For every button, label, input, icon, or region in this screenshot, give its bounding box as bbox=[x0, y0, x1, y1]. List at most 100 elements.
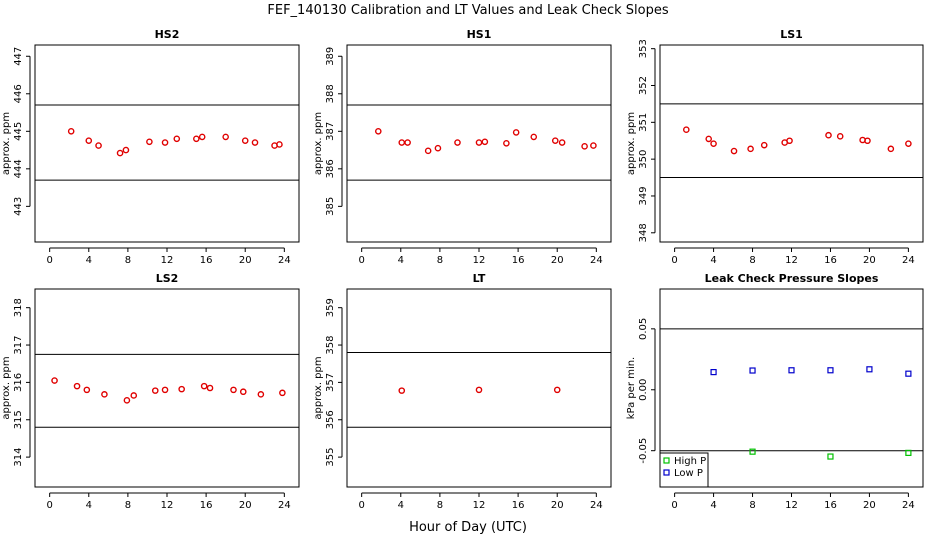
x-tick-label: 24 bbox=[590, 500, 603, 511]
data-point bbox=[398, 387, 406, 394]
y-tick-label: 388 bbox=[325, 84, 336, 103]
data-point bbox=[404, 139, 411, 146]
y-axis-label: approx. ppm bbox=[1, 356, 12, 419]
data-point bbox=[241, 137, 249, 144]
panel-title: LS1 bbox=[780, 28, 803, 41]
x-tick-label: 0 bbox=[671, 255, 677, 266]
y-tick-label: 387 bbox=[325, 122, 336, 141]
y-axis-label: approx. ppm bbox=[313, 356, 324, 419]
data-point bbox=[251, 139, 259, 146]
y-axis-label: approx. ppm bbox=[1, 112, 12, 175]
data-point bbox=[85, 137, 93, 144]
figure-title: FEF_140130 Calibration and LT Values and… bbox=[267, 3, 668, 18]
y-tick-label: 385 bbox=[325, 197, 336, 216]
data-point bbox=[475, 139, 483, 146]
data-point bbox=[151, 387, 159, 394]
data-point bbox=[827, 453, 834, 460]
x-tick-label: 4 bbox=[86, 255, 92, 266]
y-axis-label: kPa per min. bbox=[626, 357, 637, 420]
data-point bbox=[827, 367, 834, 374]
data-point bbox=[161, 139, 169, 146]
y-tick-label: 314 bbox=[13, 448, 24, 467]
data-point bbox=[905, 140, 912, 147]
x-tick-label: 24 bbox=[278, 255, 291, 266]
y-tick-label: 351 bbox=[638, 113, 649, 132]
data-point bbox=[747, 145, 754, 153]
plot-frame bbox=[659, 44, 924, 243]
data-point bbox=[123, 397, 131, 404]
y-tick-label: 443 bbox=[13, 197, 24, 216]
data-point bbox=[146, 138, 153, 146]
legend-marker bbox=[663, 469, 670, 476]
x-tick-label: 4 bbox=[398, 255, 404, 266]
x-tick-label: 20 bbox=[239, 500, 252, 511]
data-point bbox=[749, 448, 756, 455]
data-point bbox=[730, 147, 738, 155]
data-point bbox=[590, 142, 597, 149]
x-tick-label: 12 bbox=[785, 500, 798, 511]
y-axis-label: approx. ppm bbox=[626, 112, 637, 175]
x-tick-label: 12 bbox=[161, 500, 174, 511]
data-point bbox=[454, 139, 461, 146]
panel-hs1: HS1 0 4 8 12 16 20 24 385 386 387 388 389 approx. ppm bbox=[313, 28, 612, 266]
data-point bbox=[749, 367, 756, 374]
y-tick-label: 444 bbox=[13, 159, 24, 178]
y-tick-label: 349 bbox=[638, 186, 649, 205]
panel-title: LT bbox=[473, 272, 486, 285]
data-point bbox=[475, 386, 483, 394]
x-tick-label: 24 bbox=[902, 255, 915, 266]
data-point bbox=[130, 392, 138, 399]
data-point bbox=[836, 133, 844, 140]
data-point bbox=[161, 386, 169, 394]
x-tick-label: 4 bbox=[86, 500, 92, 511]
panel-title: HS2 bbox=[155, 28, 180, 41]
data-point bbox=[786, 137, 793, 145]
series-low-p bbox=[710, 366, 912, 377]
data-point bbox=[551, 137, 559, 144]
x-tick-label: 16 bbox=[512, 255, 525, 266]
y-tick-label: 359 bbox=[325, 298, 336, 317]
data-point bbox=[581, 143, 588, 150]
x-tick-label: 16 bbox=[200, 500, 213, 511]
series-high-p bbox=[749, 448, 912, 460]
data-point bbox=[424, 147, 432, 155]
panel-title: LS2 bbox=[156, 272, 179, 285]
data-point bbox=[530, 133, 538, 141]
y-tick-label: 0.05 bbox=[638, 318, 649, 340]
panel-ls1: LS1 0 4 8 12 16 20 24 348 349 350 351 352 353 approx. … bbox=[626, 28, 924, 266]
y-tick-label: 445 bbox=[13, 122, 24, 141]
legend-label: Low P bbox=[674, 468, 703, 479]
y-tick-label: 317 bbox=[13, 335, 24, 354]
data-point bbox=[67, 128, 75, 135]
plot-frame bbox=[34, 44, 300, 243]
x-tick-label: 12 bbox=[473, 255, 486, 266]
panel-hs2: HS2 0 4 8 12 16 20 24 443 444 445 446 447 approx. ppm bbox=[1, 28, 300, 266]
data-point bbox=[257, 391, 265, 398]
data-point bbox=[193, 135, 200, 143]
data-point bbox=[434, 144, 442, 152]
y-tick-label: 315 bbox=[13, 410, 24, 429]
x-tick-label: 20 bbox=[551, 500, 564, 511]
data-point bbox=[206, 384, 214, 392]
panel-lt: LT 0 4 8 12 16 20 24 355 356 357 358 359 approx. ppm bbox=[313, 272, 612, 511]
data-point bbox=[683, 126, 690, 133]
series-points bbox=[51, 377, 286, 404]
data-point bbox=[239, 388, 247, 396]
x-tick-label: 24 bbox=[278, 500, 291, 511]
legend-label: High P bbox=[674, 456, 706, 467]
x-tick-label: 4 bbox=[398, 500, 404, 511]
data-point bbox=[398, 139, 406, 146]
panel-leak-check-pressure-slopes: Leak Check Pressure Slopes 0 4 8 12 16 20 24 -0.… bbox=[626, 272, 924, 511]
data-point bbox=[705, 135, 713, 143]
y-tick-label: -0.05 bbox=[638, 438, 649, 464]
y-tick-label: 358 bbox=[325, 335, 336, 354]
y-tick-label: 352 bbox=[638, 76, 649, 95]
data-point bbox=[178, 385, 185, 393]
data-point bbox=[116, 149, 124, 157]
data-point bbox=[558, 139, 566, 146]
data-point bbox=[760, 141, 768, 149]
x-tick-label: 8 bbox=[125, 255, 131, 266]
y-tick-label: 318 bbox=[13, 298, 24, 317]
